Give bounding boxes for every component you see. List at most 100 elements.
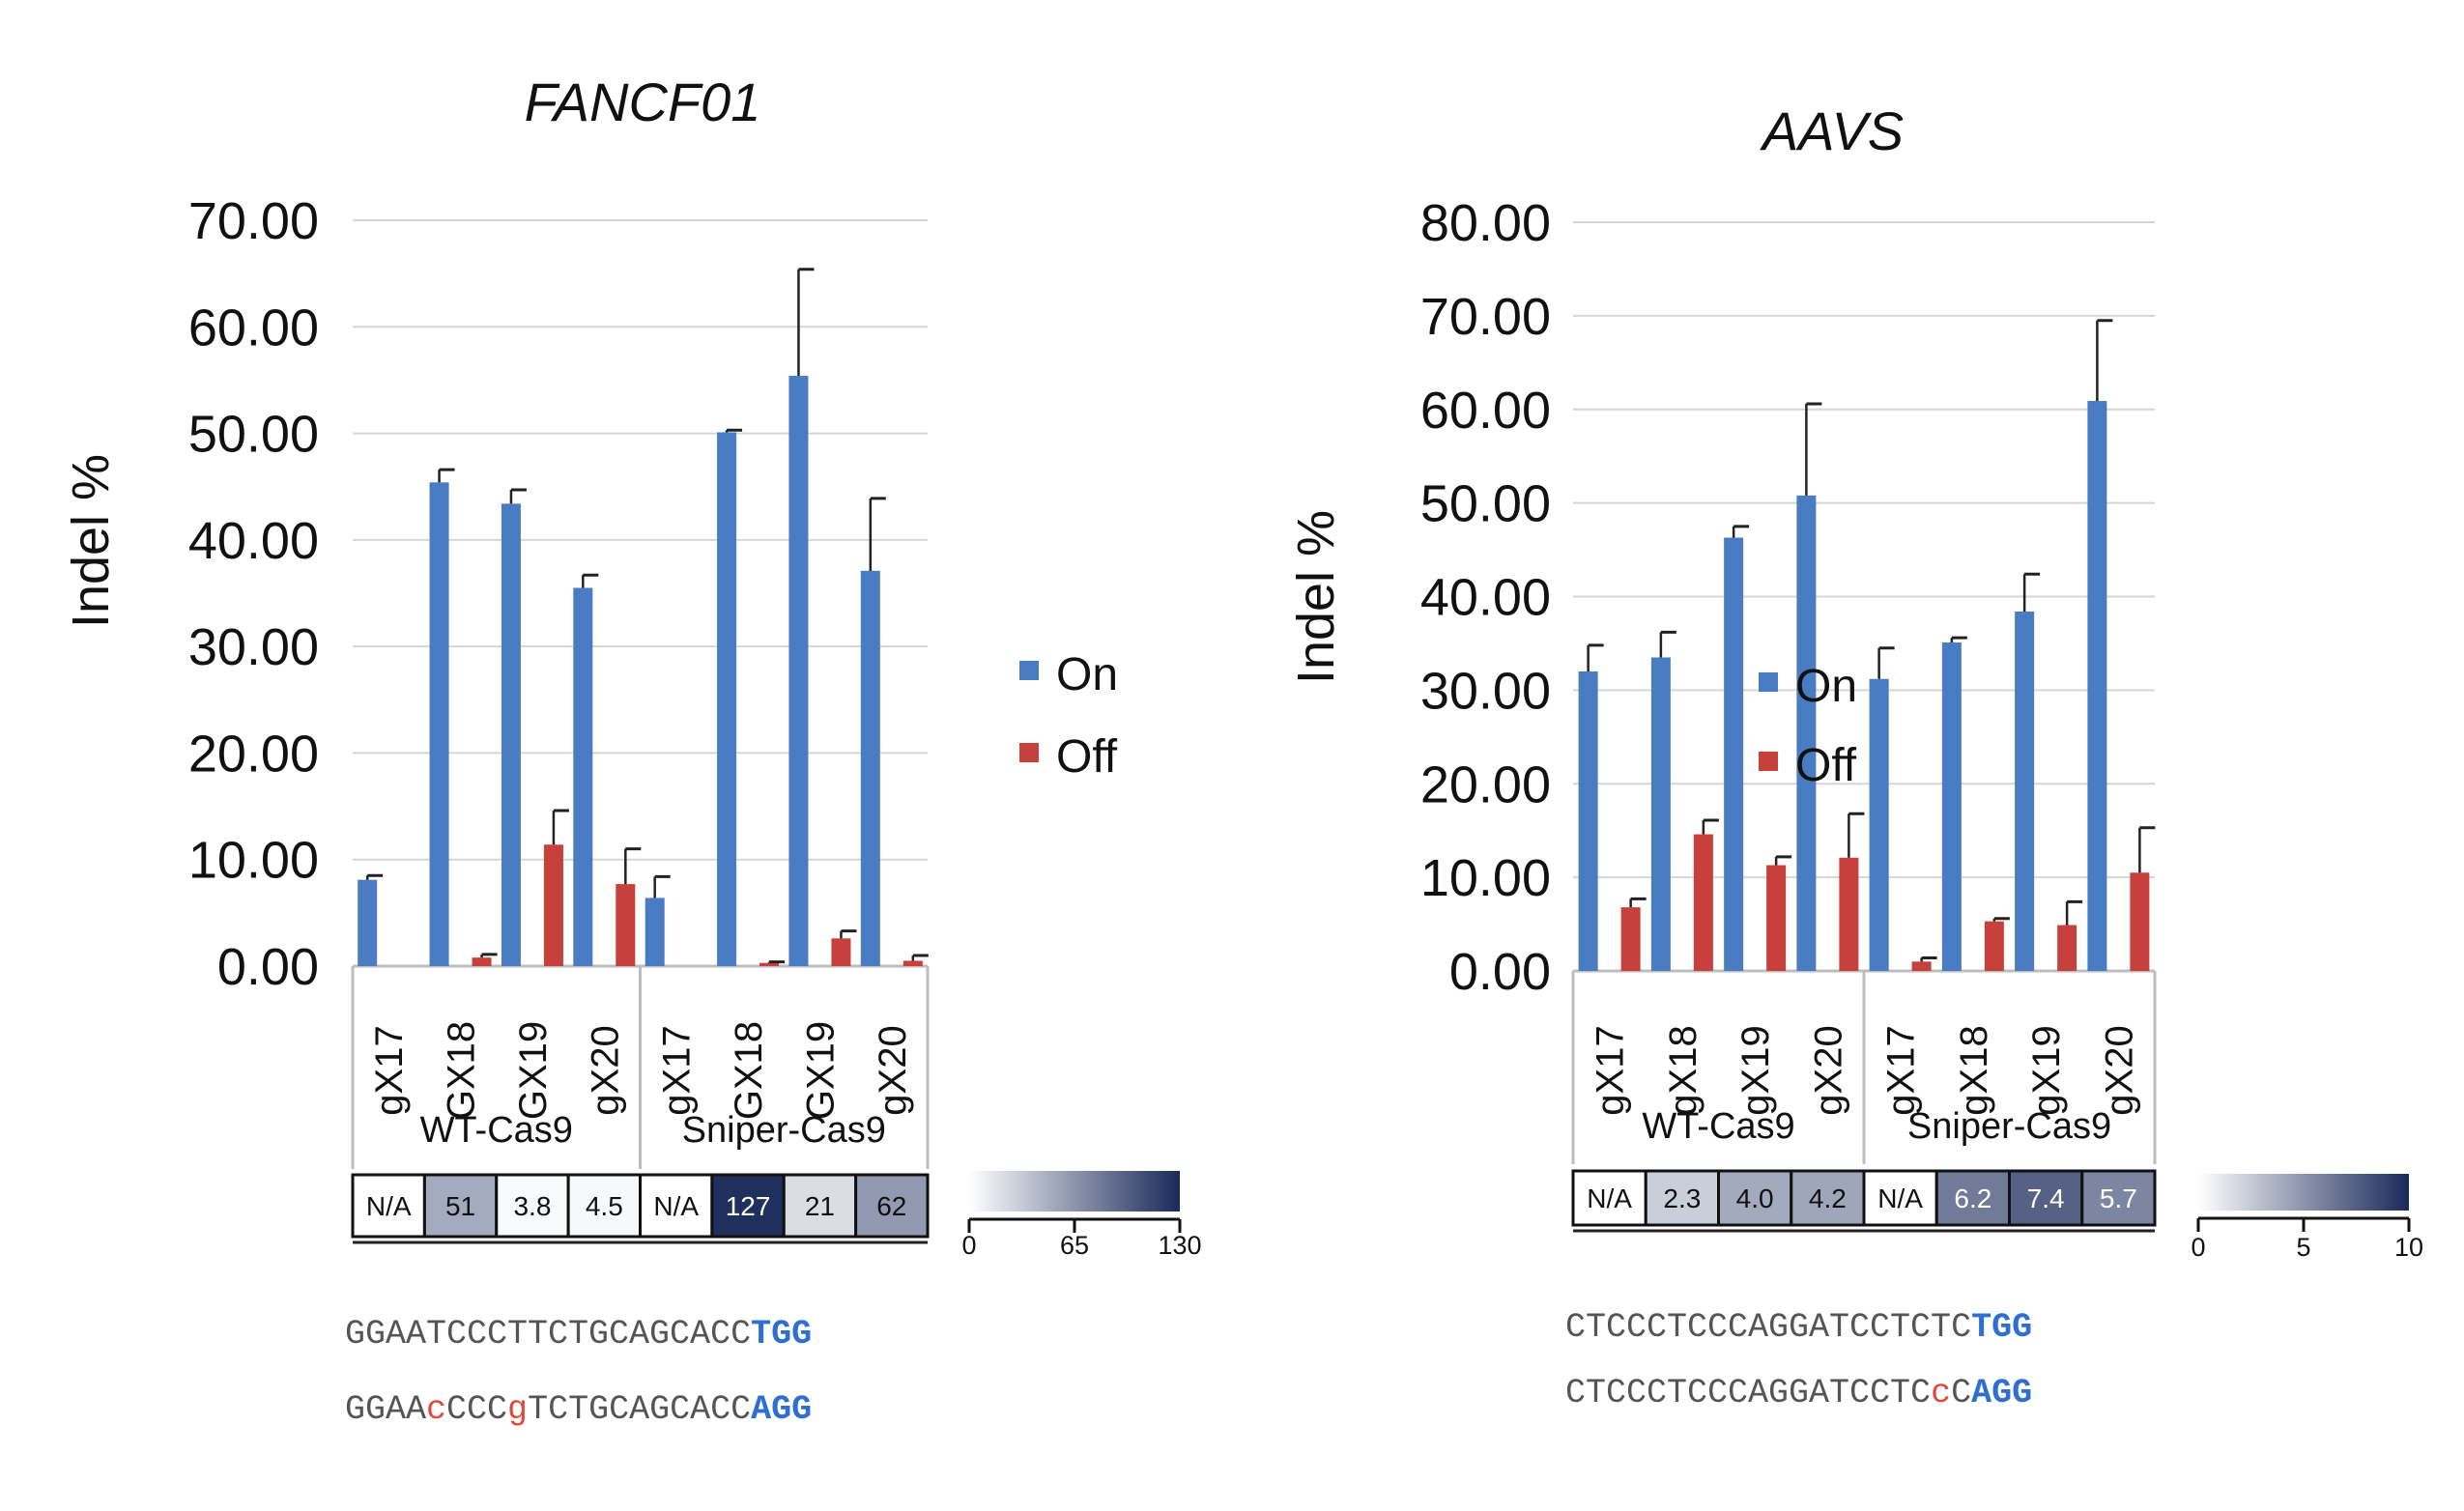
bar-off [1766, 865, 1787, 971]
bar-on [1869, 678, 1889, 971]
y-tick-label: 10.00 [1420, 849, 1551, 907]
ratio-label: 51 [445, 1191, 475, 1221]
y-tick-label: 0.00 [1449, 943, 1551, 1001]
x-tick-label: gX20 [584, 1025, 626, 1115]
group-label: Sniper-Cas9 [682, 1110, 886, 1151]
bar-on [501, 503, 521, 966]
bar-off [1839, 857, 1859, 971]
ratio-cell [1790, 1169, 1866, 1227]
bar-off [759, 962, 780, 966]
ratio-label: 5.7 [2100, 1183, 2137, 1213]
sequence-segment: CCC [446, 1390, 507, 1429]
x-tick-label: gX20 [1807, 1025, 1849, 1115]
y-tick-label: 50.00 [188, 406, 319, 464]
x-tick-label: gX18 [1953, 1025, 1995, 1115]
ratio-cell [854, 1173, 930, 1239]
x-tick-label: gX20 [872, 1025, 914, 1115]
colorbar [2198, 1174, 2409, 1211]
y-tick-label: 30.00 [1420, 662, 1551, 720]
group-label: WT-Cas9 [420, 1110, 573, 1151]
x-tick-label: GX18 [728, 1021, 770, 1120]
x-tick-label: GX18 [441, 1021, 483, 1120]
bar-on [1941, 641, 1962, 971]
legend-label: Off [1056, 731, 1118, 783]
ratio-label: 4.5 [586, 1191, 623, 1221]
ratio-label: 21 [805, 1191, 835, 1221]
bar-off [831, 938, 851, 966]
x-tick-label: gX17 [656, 1025, 699, 1115]
sequence-segment: GGAA [345, 1390, 426, 1429]
sequence-segment: AGG [751, 1390, 812, 1429]
bar-off [903, 960, 923, 966]
sequence-segment: C [1951, 1374, 1971, 1412]
colorbar-tick-label: 5 [2296, 1233, 2310, 1262]
y-tick-label: 60.00 [188, 299, 319, 356]
sequence-segment: TCTGCAGCACC [528, 1315, 751, 1354]
sequence-segment: GGAATCCCT [345, 1315, 528, 1354]
ratio-label: N/A [1587, 1183, 1632, 1213]
y-tick-label: 20.00 [1420, 756, 1551, 813]
ratio-label: 4.0 [1736, 1183, 1774, 1213]
ratio-cell [639, 1173, 714, 1239]
sequence-line: CTCCCTCCCAGGATCCTCcCAGG [1565, 1374, 2032, 1412]
bar-on [573, 587, 593, 966]
ratio-cell [566, 1173, 642, 1239]
legend-swatch-off [1759, 752, 1778, 771]
legend-label: On [1795, 661, 1857, 712]
sequence-segment: c [426, 1390, 446, 1429]
y-tick-label: 50.00 [1420, 475, 1551, 533]
colorbar-tick-label: 130 [1158, 1231, 1201, 1260]
bar-on [860, 570, 880, 966]
x-tick-label: gX20 [2098, 1025, 2140, 1115]
colorbar-tick-label: 0 [2191, 1233, 2205, 1262]
ratio-label: 3.8 [513, 1191, 551, 1221]
bar-on [2015, 612, 2035, 971]
bar-off [616, 884, 636, 966]
y-tick-label: 80.00 [1420, 194, 1551, 252]
bar-off [2057, 925, 2077, 971]
y-tick-label: 70.00 [1420, 288, 1551, 346]
chart-title: FANCF01 [525, 71, 761, 132]
bar-off [1620, 907, 1641, 971]
ratio-cell [1934, 1169, 2011, 1227]
bar-on [645, 898, 665, 966]
y-tick-label: 0.00 [217, 938, 319, 996]
x-tick-label: gX17 [1590, 1025, 1632, 1115]
sequence-line: CTCCCTCCCAGGATCCTCTCTGG [1565, 1308, 2032, 1347]
ratio-cell [710, 1173, 786, 1239]
group-label: WT-Cas9 [1642, 1106, 1794, 1147]
chart-title: AAVS [1760, 100, 1904, 161]
sequence-segment: c [1931, 1374, 1951, 1412]
x-tick-label: gX19 [1734, 1025, 1777, 1115]
ratio-label: 4.2 [1809, 1183, 1847, 1213]
bar-on [717, 432, 737, 966]
x-tick-label: gX18 [1662, 1025, 1705, 1115]
colorbar-tick-label: 0 [961, 1231, 976, 1260]
bar-off [472, 957, 492, 966]
sequence-segment: TGG [1971, 1308, 2032, 1347]
bar-off [1693, 834, 1713, 971]
ratio-cell [1644, 1169, 1720, 1227]
y-tick-label: 40.00 [1420, 569, 1551, 627]
ratio-cell [351, 1173, 426, 1239]
x-tick-label: GX19 [512, 1021, 555, 1120]
ratio-label: 6.2 [1954, 1183, 1991, 1213]
sequence-line: GGAATCCCTTCTGCAGCACCTGG [345, 1315, 812, 1354]
x-tick-label: gX17 [1880, 1025, 1923, 1115]
group-label: Sniper-Cas9 [1907, 1106, 2111, 1147]
legend-swatch-on [1759, 672, 1778, 692]
bar-on [1578, 671, 1598, 971]
colorbar-tick-label: 65 [1060, 1231, 1089, 1260]
sequence-segment: TCTGCAGCACC [528, 1390, 751, 1429]
legend-label: Off [1795, 740, 1857, 791]
legend-label: On [1056, 649, 1118, 700]
bar-on [358, 879, 378, 966]
x-tick-label: gX17 [368, 1025, 411, 1115]
legend-swatch-on [1019, 661, 1039, 680]
y-tick-label: 30.00 [188, 618, 319, 676]
ratio-label: 2.3 [1663, 1183, 1701, 1213]
ratio-label: N/A [1877, 1183, 1923, 1213]
y-axis-label: Indel % [1287, 510, 1345, 684]
y-tick-label: 20.00 [188, 725, 319, 783]
chart-aavs: AAVS 0.00 10.00 20.00 30.00 40.00 50.00 60.00 70… [1287, 100, 2423, 1412]
